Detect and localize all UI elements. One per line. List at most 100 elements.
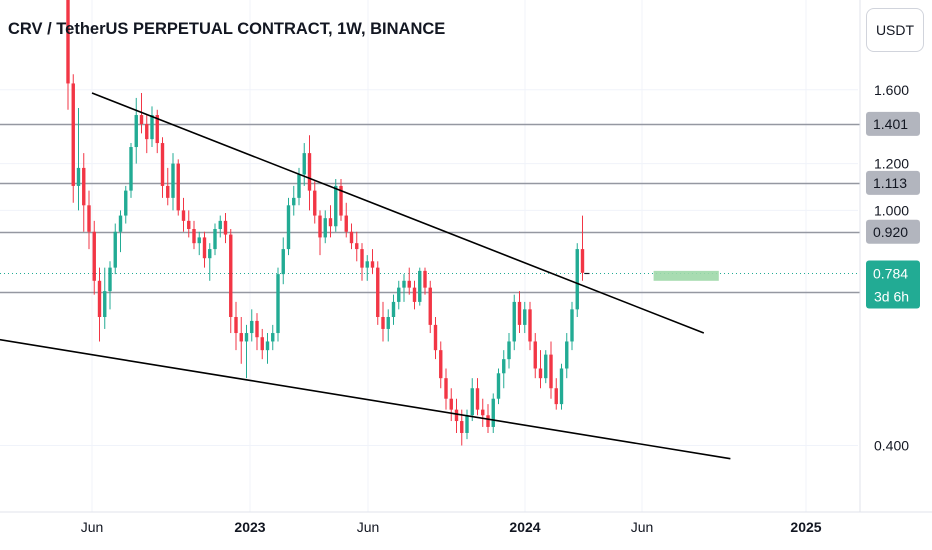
- candle[interactable]: [82, 167, 86, 206]
- candle[interactable]: [454, 409, 459, 422]
- candle[interactable]: [549, 354, 553, 389]
- candle[interactable]: [292, 197, 296, 206]
- candle[interactable]: [407, 280, 411, 288]
- candle[interactable]: [465, 415, 469, 433]
- candle[interactable]: [397, 287, 401, 302]
- candle[interactable]: [376, 267, 380, 318]
- candle[interactable]: [512, 301, 516, 342]
- candle[interactable]: [433, 324, 438, 351]
- candle[interactable]: [260, 337, 264, 351]
- candle[interactable]: [281, 249, 285, 275]
- candle[interactable]: [76, 167, 81, 186]
- candle[interactable]: [223, 220, 228, 235]
- candle[interactable]: [118, 215, 123, 232]
- candle[interactable]: [171, 163, 175, 198]
- candle[interactable]: [575, 249, 579, 310]
- candle[interactable]: [160, 143, 165, 186]
- candle[interactable]: [486, 415, 490, 427]
- candle[interactable]: [276, 274, 280, 334]
- candle[interactable]: [386, 317, 390, 329]
- candle[interactable]: [108, 267, 112, 292]
- candle[interactable]: [213, 229, 217, 250]
- candle[interactable]: [176, 163, 180, 211]
- candle[interactable]: [370, 261, 375, 268]
- candle[interactable]: [265, 341, 270, 351]
- candle[interactable]: [197, 237, 201, 244]
- candle[interactable]: [402, 280, 406, 288]
- candle[interactable]: [470, 388, 474, 416]
- candle[interactable]: [538, 368, 543, 379]
- candle[interactable]: [234, 317, 238, 334]
- candle[interactable]: [496, 373, 501, 399]
- candle[interactable]: [271, 333, 275, 342]
- candle[interactable]: [423, 270, 427, 288]
- candle[interactable]: [66, 0, 70, 84]
- candle[interactable]: [250, 320, 254, 334]
- candle[interactable]: [181, 210, 186, 221]
- candle[interactable]: [439, 350, 443, 379]
- candle[interactable]: [286, 205, 291, 250]
- candle[interactable]: [502, 359, 506, 374]
- candle[interactable]: [103, 291, 107, 318]
- candle[interactable]: [523, 309, 527, 325]
- candle[interactable]: [187, 220, 191, 230]
- candle[interactable]: [580, 249, 585, 273]
- candle[interactable]: [528, 309, 532, 342]
- candle[interactable]: [334, 185, 338, 227]
- candle[interactable]: [71, 83, 75, 186]
- candle[interactable]: [239, 333, 243, 342]
- candle[interactable]: [208, 249, 212, 259]
- candle[interactable]: [229, 234, 233, 318]
- candle[interactable]: [244, 333, 249, 342]
- candle[interactable]: [134, 115, 138, 148]
- candle[interactable]: [339, 185, 343, 216]
- candle[interactable]: [297, 174, 301, 198]
- candle[interactable]: [349, 231, 354, 244]
- candle[interactable]: [318, 215, 322, 238]
- candle[interactable]: [460, 421, 464, 433]
- target-zone[interactable]: [653, 270, 719, 281]
- candle[interactable]: [328, 218, 333, 227]
- candle[interactable]: [418, 270, 422, 302]
- candle[interactable]: [302, 153, 306, 175]
- candle[interactable]: [344, 215, 348, 232]
- candle[interactable]: [166, 185, 170, 198]
- currency-unit-button[interactable]: USDT: [866, 8, 924, 52]
- candle[interactable]: [428, 287, 432, 325]
- candle[interactable]: [97, 280, 102, 318]
- candle[interactable]: [481, 409, 485, 416]
- candle[interactable]: [139, 115, 144, 125]
- candle[interactable]: [155, 115, 159, 144]
- candle[interactable]: [355, 243, 359, 250]
- candle[interactable]: [507, 341, 511, 360]
- candle[interactable]: [570, 309, 574, 342]
- candle[interactable]: [92, 231, 96, 281]
- candle[interactable]: [475, 388, 480, 410]
- candle[interactable]: [444, 378, 448, 399]
- candle[interactable]: [192, 229, 196, 244]
- candle[interactable]: [544, 354, 548, 379]
- candle[interactable]: [360, 249, 364, 268]
- candle[interactable]: [202, 237, 207, 259]
- candle[interactable]: [533, 341, 537, 369]
- candle[interactable]: [145, 124, 149, 140]
- candle[interactable]: [323, 218, 327, 238]
- trendline[interactable]: [0, 333, 731, 460]
- candle[interactable]: [150, 115, 154, 140]
- trendline[interactable]: [91, 92, 705, 334]
- candle[interactable]: [307, 153, 312, 191]
- candle[interactable]: [559, 368, 564, 405]
- candle[interactable]: [365, 261, 369, 268]
- candle[interactable]: [124, 190, 128, 216]
- candle[interactable]: [554, 388, 558, 405]
- candle[interactable]: [129, 147, 133, 191]
- candle[interactable]: [255, 320, 259, 338]
- candle[interactable]: [449, 398, 453, 410]
- candle[interactable]: [381, 317, 385, 329]
- candle[interactable]: [113, 231, 117, 268]
- candle[interactable]: [391, 301, 396, 318]
- candle[interactable]: [565, 341, 569, 369]
- candle[interactable]: [491, 398, 495, 427]
- candle[interactable]: [517, 301, 522, 325]
